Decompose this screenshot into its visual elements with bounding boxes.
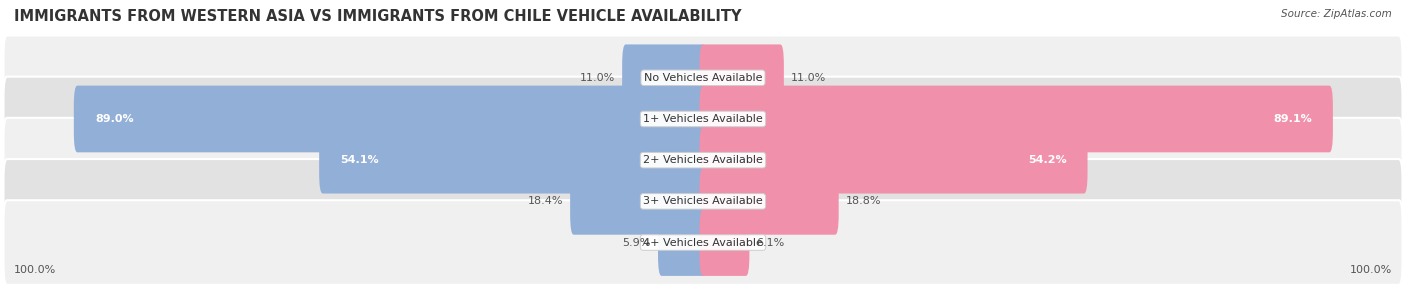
FancyBboxPatch shape <box>700 44 785 111</box>
FancyBboxPatch shape <box>700 86 1333 152</box>
Text: 11.0%: 11.0% <box>579 73 616 83</box>
Text: 18.8%: 18.8% <box>846 196 882 206</box>
Text: 2+ Vehicles Available: 2+ Vehicles Available <box>643 155 763 165</box>
FancyBboxPatch shape <box>3 35 1403 120</box>
FancyBboxPatch shape <box>700 209 749 276</box>
FancyBboxPatch shape <box>658 209 707 276</box>
Text: 89.1%: 89.1% <box>1272 114 1312 124</box>
Text: 89.0%: 89.0% <box>94 114 134 124</box>
FancyBboxPatch shape <box>73 86 707 152</box>
FancyBboxPatch shape <box>700 168 838 235</box>
Text: Source: ZipAtlas.com: Source: ZipAtlas.com <box>1281 9 1392 19</box>
Text: 100.0%: 100.0% <box>14 265 56 275</box>
Text: 1+ Vehicles Available: 1+ Vehicles Available <box>643 114 763 124</box>
FancyBboxPatch shape <box>319 127 707 194</box>
Text: 54.1%: 54.1% <box>340 155 378 165</box>
FancyBboxPatch shape <box>700 127 1088 194</box>
Text: 3+ Vehicles Available: 3+ Vehicles Available <box>643 196 763 206</box>
FancyBboxPatch shape <box>621 44 707 111</box>
FancyBboxPatch shape <box>3 200 1403 285</box>
Text: 5.9%: 5.9% <box>623 238 651 247</box>
Text: 4+ Vehicles Available: 4+ Vehicles Available <box>643 238 763 247</box>
Text: 54.2%: 54.2% <box>1028 155 1067 165</box>
Text: 100.0%: 100.0% <box>1350 265 1392 275</box>
FancyBboxPatch shape <box>3 159 1403 244</box>
Text: 18.4%: 18.4% <box>527 196 564 206</box>
Text: No Vehicles Available: No Vehicles Available <box>644 73 762 83</box>
Text: 11.0%: 11.0% <box>790 73 827 83</box>
Text: 6.1%: 6.1% <box>756 238 785 247</box>
FancyBboxPatch shape <box>3 77 1403 161</box>
FancyBboxPatch shape <box>3 118 1403 202</box>
Text: IMMIGRANTS FROM WESTERN ASIA VS IMMIGRANTS FROM CHILE VEHICLE AVAILABILITY: IMMIGRANTS FROM WESTERN ASIA VS IMMIGRAN… <box>14 9 741 23</box>
FancyBboxPatch shape <box>571 168 707 235</box>
